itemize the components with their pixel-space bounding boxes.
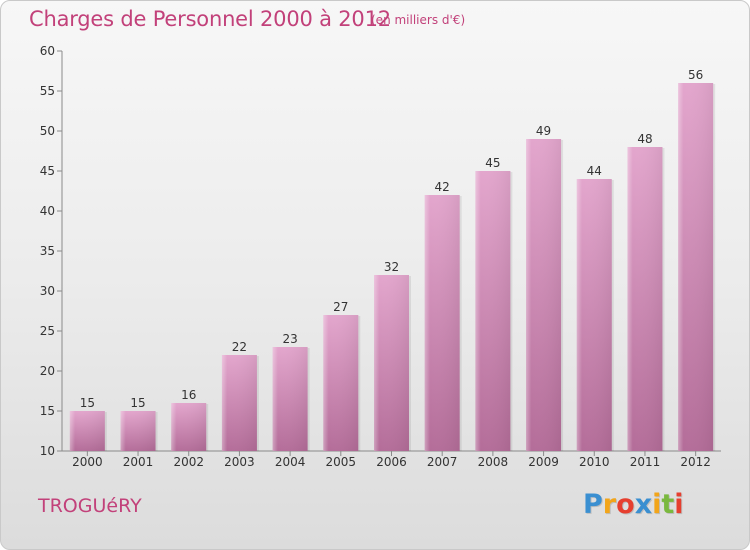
x-tick-label: 2005 [326, 455, 357, 469]
x-tick-label: 2010 [579, 455, 610, 469]
x-tick-label: 2001 [123, 455, 154, 469]
x-tick-label: 2008 [478, 455, 509, 469]
bar-value-label: 44 [587, 164, 602, 178]
y-tick-label: 10 [40, 444, 55, 458]
x-tick-label: 2012 [680, 455, 711, 469]
y-tick-label: 20 [40, 364, 55, 378]
bar-value-label: 45 [485, 156, 500, 170]
bar-highlight [221, 355, 257, 451]
commune-name: TROGUéRY [38, 495, 142, 517]
bar-highlight [171, 403, 207, 451]
logo-letter: r [602, 489, 617, 520]
logo-letter: t [661, 489, 675, 520]
bar-value-label: 15 [130, 396, 145, 410]
chart-subtitle: (en milliers d'€) [371, 13, 466, 27]
x-tick-label: 2006 [376, 455, 407, 469]
bar-highlight [323, 315, 359, 451]
bar-value-label: 49 [536, 124, 551, 138]
y-tick-label: 25 [40, 324, 55, 338]
logo-letter: i [674, 489, 684, 520]
bar-value-label: 42 [435, 180, 450, 194]
x-tick-label: 2004 [275, 455, 306, 469]
y-tick-label: 35 [40, 244, 55, 258]
x-tick-label: 2003 [224, 455, 255, 469]
y-tick-label: 15 [40, 404, 55, 418]
bar-value-label: 23 [282, 332, 297, 346]
bar-highlight [576, 179, 612, 451]
x-tick-label: 2007 [427, 455, 458, 469]
bar-highlight [424, 195, 460, 451]
bar-highlight [272, 347, 308, 451]
y-tick-label: 55 [40, 84, 55, 98]
logo-letter: i [652, 489, 662, 520]
bar-value-label: 16 [181, 388, 196, 402]
x-tick-label: 2009 [528, 455, 559, 469]
y-tick-label: 50 [40, 124, 55, 138]
bar-highlight [120, 411, 156, 451]
logo-letter: P [583, 489, 603, 520]
chart-title: Charges de Personnel 2000 à 2012 [29, 7, 391, 31]
x-tick-label: 2000 [72, 455, 103, 469]
bar-highlight [526, 139, 562, 451]
bar-highlight [678, 83, 714, 451]
bar-value-label: 56 [688, 68, 703, 82]
bar-highlight [69, 411, 105, 451]
y-tick-label: 60 [40, 44, 55, 58]
bar-value-label: 32 [384, 260, 399, 274]
bar-highlight [475, 171, 511, 451]
y-tick-label: 30 [40, 284, 55, 298]
x-tick-label: 2002 [173, 455, 204, 469]
bar-value-label: 22 [232, 340, 247, 354]
bar-highlight [627, 147, 663, 451]
bar-value-label: 15 [80, 396, 95, 410]
bar-value-label: 27 [333, 300, 348, 314]
logo-letter: o [616, 489, 635, 520]
bar-value-label: 48 [637, 132, 652, 146]
proxiti-logo: Proxiti [583, 489, 684, 520]
x-tick-label: 2011 [630, 455, 661, 469]
y-tick-label: 45 [40, 164, 55, 178]
bar-highlight [374, 275, 409, 451]
logo-letter: x [634, 489, 653, 520]
y-tick-label: 40 [40, 204, 55, 218]
